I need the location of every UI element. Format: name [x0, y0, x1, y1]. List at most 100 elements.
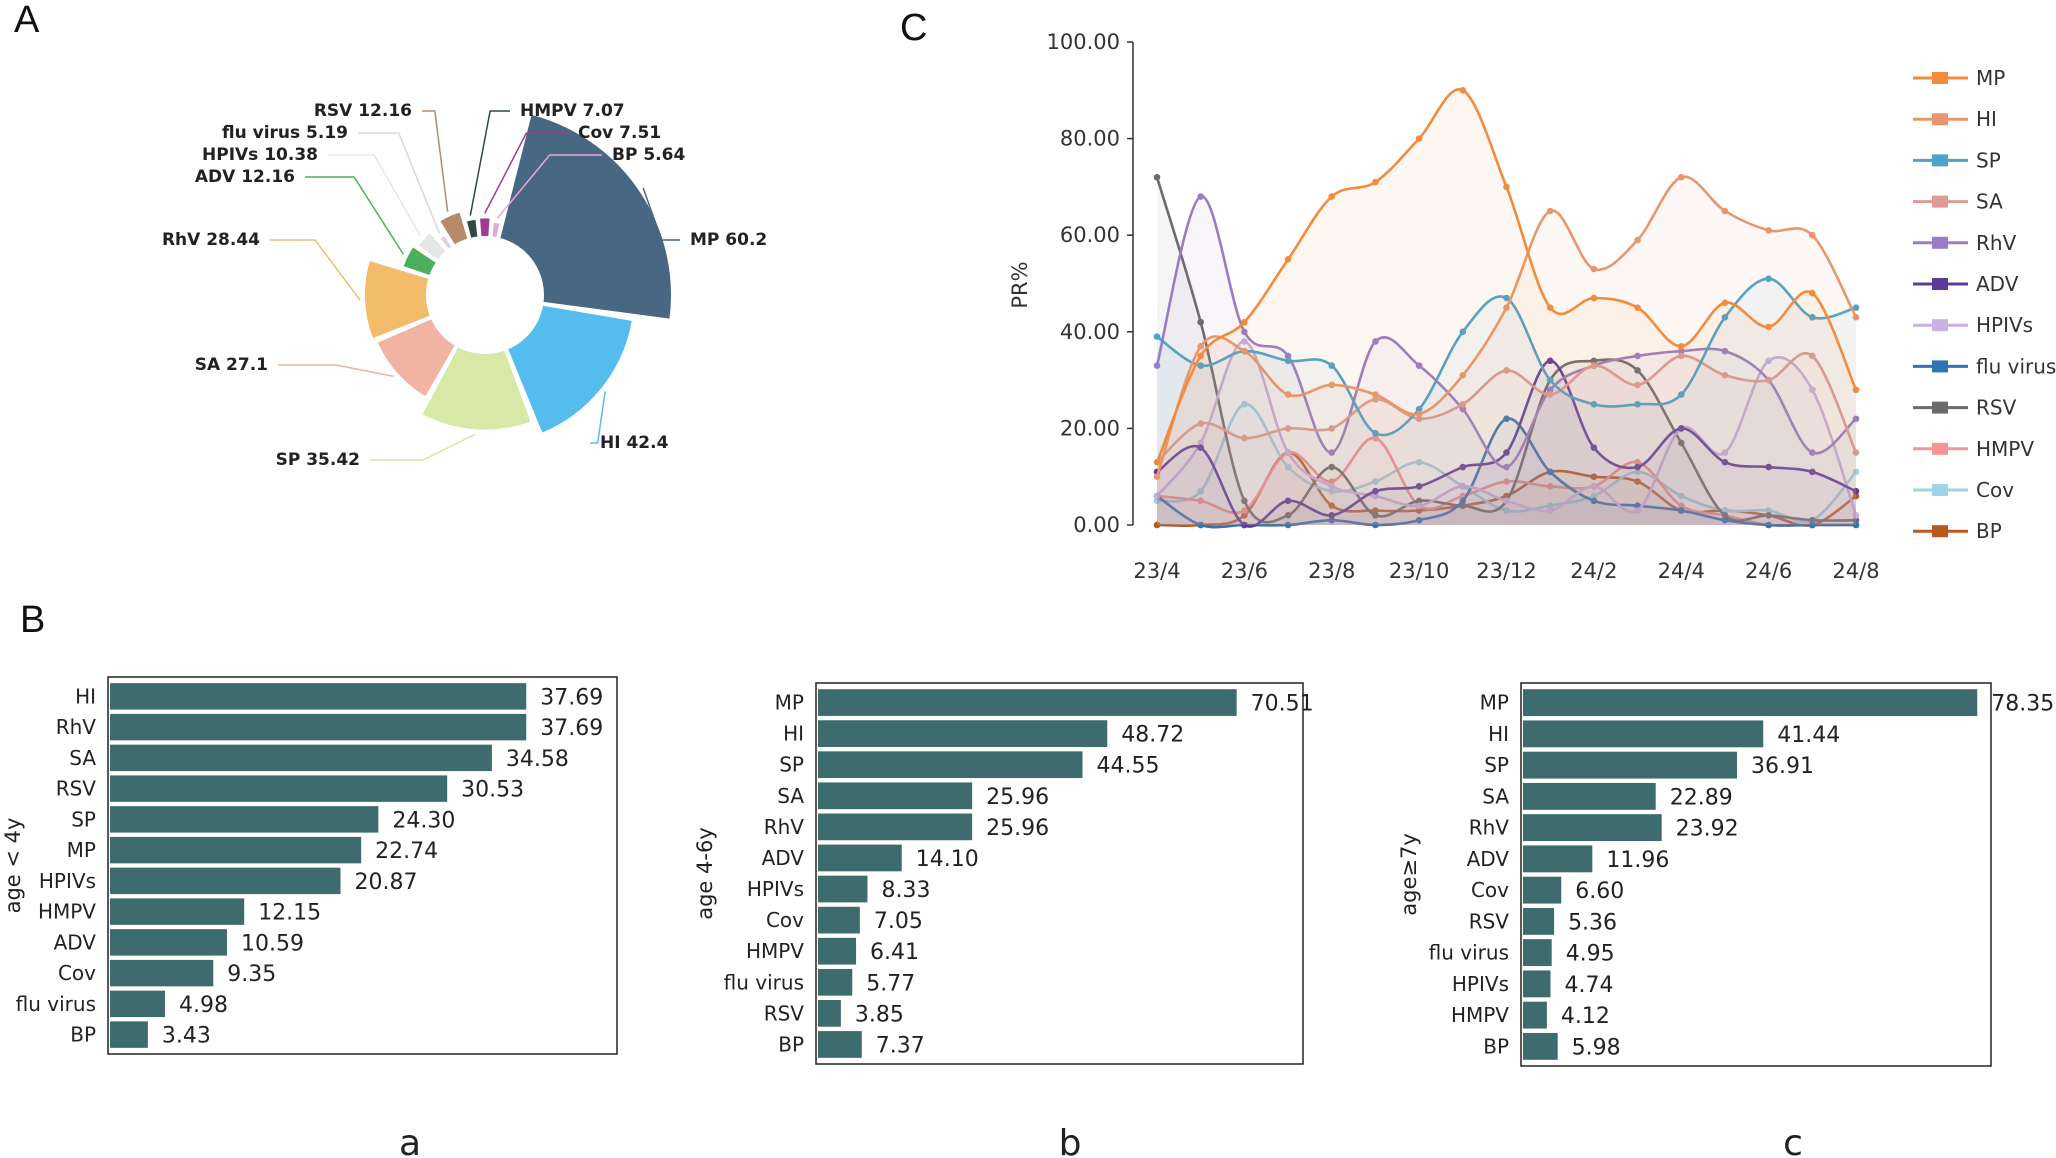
series-point-rsv [1372, 512, 1379, 519]
series-point-rhv [1503, 463, 1510, 471]
pie-leader-hpivs [328, 154, 422, 237]
series-point-bp [1153, 521, 1161, 529]
series-point-sp [1415, 405, 1423, 413]
bar-category-bp: BP [1483, 1034, 1509, 1058]
series-point-flu-virus [1677, 507, 1685, 514]
series-point-rhv [1677, 347, 1685, 355]
bar-sp [110, 806, 379, 833]
bar-y-axis-label: age≥7y [1397, 833, 1421, 916]
series-point-flu-virus [1852, 521, 1860, 529]
bar-value-adv: 10.59 [241, 931, 304, 956]
pie-leader-adv [305, 176, 404, 255]
series-point-adv [1415, 483, 1423, 490]
pie-leader-rsv [422, 110, 449, 212]
series-point-mp [1852, 386, 1860, 394]
series-point-sp [1459, 328, 1467, 336]
series-point-adv [1546, 357, 1554, 365]
series-point-sp [1284, 357, 1292, 365]
series-point-cov [1415, 458, 1423, 466]
series-area-hi [1157, 176, 1856, 526]
x-tick-label: 24/2 [1570, 559, 1617, 583]
bar-category-rhv: RhV [1469, 816, 1510, 840]
series-point-rhv [1372, 338, 1379, 345]
bar-value-adv: 14.10 [916, 847, 979, 872]
series-point-adv [1677, 425, 1685, 432]
series-point-hi [1503, 304, 1510, 311]
series-point-flu-virus [1328, 516, 1336, 524]
series-point-hpivs [1634, 507, 1641, 514]
bar-bp [110, 1021, 148, 1048]
series-point-hpivs [1328, 483, 1336, 490]
series-point-adv [1197, 444, 1204, 452]
bar-category-flu-virus: flu virus [1429, 941, 1509, 965]
y-tick-label: 80.00 [1060, 127, 1120, 151]
bar-value-mp: 22.74 [375, 839, 438, 864]
series-point-hpivs [1809, 386, 1816, 394]
bar-value-sp: 24.30 [392, 808, 455, 833]
bar-mp [110, 836, 362, 864]
bar-hpivs [110, 867, 341, 895]
series-point-rhv [1153, 362, 1161, 369]
legend-label-cov: Cov [1976, 478, 2014, 502]
bar-value-sp: 36.91 [1751, 754, 1814, 779]
series-line-cov [1156, 402, 1857, 523]
series-point-hpivs [1546, 507, 1554, 514]
legend-label-rsv: RSV [1976, 396, 2017, 420]
series-point-rsv [1328, 463, 1336, 471]
bar-adv [110, 929, 227, 956]
series-point-adv [1765, 463, 1772, 471]
legend-marker-adv [1932, 278, 1948, 290]
pie-label-bp: BP 5.64 [612, 145, 685, 165]
bar-category-rsv: RSV [56, 777, 97, 801]
legend-marker-rhv [1932, 236, 1948, 249]
series-point-hi [1284, 391, 1292, 398]
y-tick-label: 100.00 [1047, 30, 1120, 54]
legend-marker-hpivs [1932, 319, 1948, 332]
y-tick-label: 40.00 [1060, 320, 1120, 344]
bar-y-axis-label: age 4-6y [693, 827, 717, 920]
bar-value-flu-virus: 5.77 [866, 971, 915, 996]
series-area-sp [1157, 278, 1856, 525]
bar-bp [1523, 1032, 1558, 1060]
bar-category-bp: BP [70, 1023, 96, 1047]
bar-sa [1523, 782, 1656, 810]
legend-marker-hmpv [1932, 442, 1948, 455]
series-point-sp [1372, 429, 1379, 437]
series-point-sp [1590, 400, 1598, 408]
series-point-hi [1241, 347, 1248, 355]
pie-label-hpivs: HPIVs 10.38 [202, 145, 318, 165]
series-point-hi [1677, 173, 1685, 181]
pie-slice-sa [375, 316, 458, 399]
bar-value-mp: 70.51 [1251, 692, 1314, 717]
series-point-flu-virus [1634, 502, 1641, 509]
pie-leader-flu-virus [358, 132, 441, 234]
bar-flu-virus [1523, 939, 1552, 967]
series-point-mp [1372, 178, 1379, 186]
bar-hi [110, 683, 527, 710]
legend-marker-hi [1932, 113, 1948, 126]
series-point-rhv [1241, 328, 1248, 336]
bar-chart-age-under-4: HI 37.69 RhV 37.69 SA 34.58 RSV 30.53 SP 24.30 MP 2… [1, 676, 618, 1055]
bar-adv [818, 844, 902, 872]
series-point-cov [1241, 400, 1248, 408]
bar-category-rhv: RhV [764, 815, 805, 839]
series-point-hi [1809, 231, 1816, 239]
series-point-mp [1459, 87, 1467, 94]
legend-marker-flu-virus [1932, 360, 1948, 373]
series-point-sp [1546, 376, 1554, 384]
series-point-hpivs [1459, 483, 1467, 490]
panel-label-c: C [900, 7, 927, 49]
pie-leader-mp [642, 187, 680, 241]
bar-mp [1523, 689, 1978, 717]
series-point-rhv [1459, 405, 1467, 413]
bar-category-cov: Cov [766, 908, 804, 932]
bar-sp [818, 751, 1083, 779]
series-point-sp [1197, 362, 1204, 369]
bar-category-cov: Cov [1471, 878, 1509, 902]
bar-rhv [818, 813, 973, 841]
series-point-bp [1328, 502, 1336, 509]
series-point-hi [1634, 236, 1641, 244]
series-point-hpivs [1372, 492, 1379, 500]
pie-slice-sp [419, 344, 534, 432]
